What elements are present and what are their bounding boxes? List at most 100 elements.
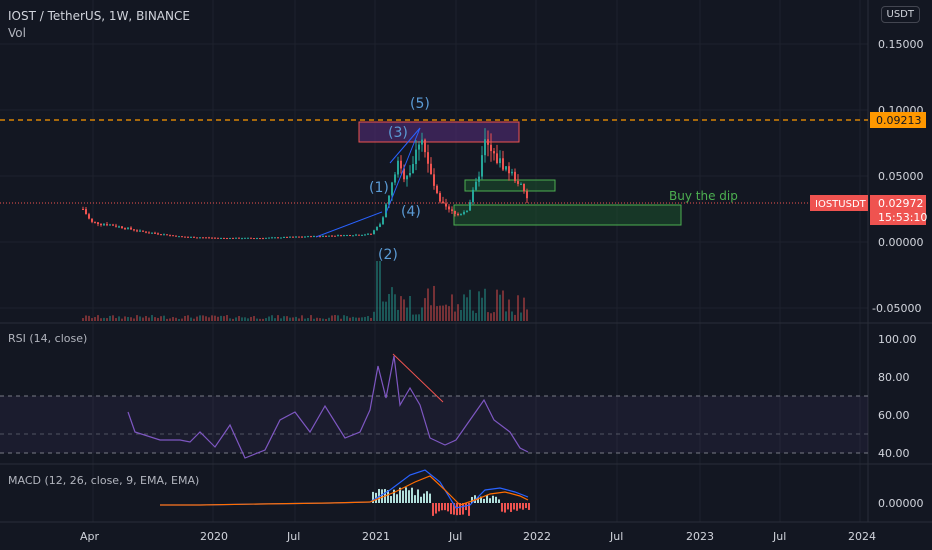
- macd-label[interactable]: MACD (12, 26, close, 9, EMA, EMA): [8, 474, 199, 487]
- macd-hist-bar: [468, 503, 470, 516]
- candle-body: [115, 225, 117, 227]
- candle-body: [160, 234, 162, 236]
- volume-bar: [247, 318, 249, 321]
- volume-bar: [493, 312, 495, 321]
- candle-body: [364, 234, 366, 236]
- candle-body: [82, 209, 84, 210]
- symbol-title[interactable]: IOST / TetherUS, 1W, BINANCE: [8, 9, 190, 23]
- currency-button[interactable]: USDT: [880, 6, 920, 23]
- resistance-price-text: 0.09213: [876, 114, 922, 127]
- volume-bar: [454, 311, 456, 321]
- candle-body: [307, 236, 309, 238]
- volume-bar: [445, 304, 447, 321]
- volume-bar: [136, 315, 138, 321]
- candle-body: [337, 235, 339, 237]
- candle-body: [256, 238, 258, 240]
- rsi-band: [0, 396, 868, 453]
- trendline[interactable]: [315, 211, 383, 238]
- buy-zone[interactable]: [453, 204, 682, 226]
- macd-hist-bar: [519, 503, 521, 509]
- volume-bar: [295, 316, 297, 321]
- volume-bar: [217, 316, 219, 321]
- volume-bar: [235, 317, 237, 321]
- volume-bar: [499, 294, 501, 321]
- volume-bar: [298, 318, 300, 321]
- candle-body: [424, 139, 426, 153]
- macd-hist-bar: [447, 503, 449, 512]
- candle-body: [133, 229, 135, 231]
- volume-bar: [262, 318, 264, 321]
- trendline[interactable]: [385, 127, 421, 214]
- candle-body: [220, 237, 222, 239]
- volume-bar: [484, 288, 486, 321]
- volume-bar: [196, 316, 198, 321]
- volume-bar: [151, 315, 153, 321]
- volume-bar: [205, 316, 207, 321]
- volume-bar: [97, 315, 99, 321]
- volume-bar: [277, 315, 279, 321]
- candle-body: [217, 237, 219, 239]
- support-zone[interactable]: [464, 179, 556, 192]
- volume-bar: [373, 311, 375, 321]
- volume-bar: [193, 318, 195, 321]
- volume-bar: [178, 318, 180, 321]
- last-price-tag: [870, 195, 926, 225]
- candle-body: [340, 235, 342, 237]
- macd-hist-bar: [423, 493, 425, 503]
- candle-body: [313, 236, 315, 238]
- volume-bars: [82, 261, 528, 321]
- candle-body: [106, 224, 108, 226]
- candle-body: [229, 237, 231, 239]
- resistance-zone[interactable]: [358, 121, 520, 143]
- volume-bar: [256, 318, 258, 321]
- volume-bar: [412, 314, 414, 321]
- volume-bar: [175, 317, 177, 321]
- volume-bar: [331, 315, 333, 321]
- candle-body: [166, 234, 168, 236]
- volume-bar: [511, 311, 513, 321]
- candle-body: [328, 235, 330, 237]
- price-axis-label: 0.00000: [878, 236, 924, 249]
- candle-body: [379, 224, 381, 227]
- trendline[interactable]: [389, 127, 421, 164]
- rsi-divergence-line[interactable]: [392, 353, 444, 403]
- volume-bar: [382, 301, 384, 321]
- volume-bar: [355, 317, 357, 321]
- macd-hist-bar: [438, 503, 440, 512]
- macd-hist-bar: [465, 503, 467, 511]
- wave-label: (5): [410, 96, 430, 112]
- candle-body: [451, 209, 453, 211]
- candle-body: [130, 227, 132, 230]
- time-axis-label: Apr: [80, 530, 100, 543]
- candle-body: [298, 236, 300, 238]
- candle-body: [520, 183, 522, 185]
- time-axis-label: Jul: [286, 530, 300, 543]
- macd-hist-bar: [381, 489, 383, 503]
- volume-bar: [463, 294, 465, 321]
- macd-hist-bar: [411, 487, 413, 503]
- candle-body: [127, 227, 129, 229]
- macd-hist-bar: [396, 494, 398, 503]
- volume-bar: [346, 316, 348, 321]
- candle-body: [211, 237, 213, 239]
- candle-body: [244, 237, 246, 239]
- candle-body: [496, 153, 498, 164]
- candle-body: [388, 195, 390, 205]
- candle-body: [202, 237, 204, 239]
- volume-bar: [448, 306, 450, 321]
- candle-body: [355, 234, 357, 236]
- volume-bar: [100, 318, 102, 321]
- volume-bar: [418, 314, 420, 321]
- volume-bar: [118, 316, 120, 321]
- candle-body: [295, 236, 297, 238]
- volume-bar: [274, 318, 276, 321]
- candle-body: [85, 209, 87, 215]
- rsi-label[interactable]: RSI (14, close): [8, 332, 87, 345]
- volume-label[interactable]: Vol: [8, 26, 26, 40]
- candle-body: [514, 171, 516, 182]
- candle-body: [226, 238, 228, 240]
- volume-bar: [328, 317, 330, 321]
- volume-bar: [457, 304, 459, 321]
- volume-bar: [157, 317, 159, 321]
